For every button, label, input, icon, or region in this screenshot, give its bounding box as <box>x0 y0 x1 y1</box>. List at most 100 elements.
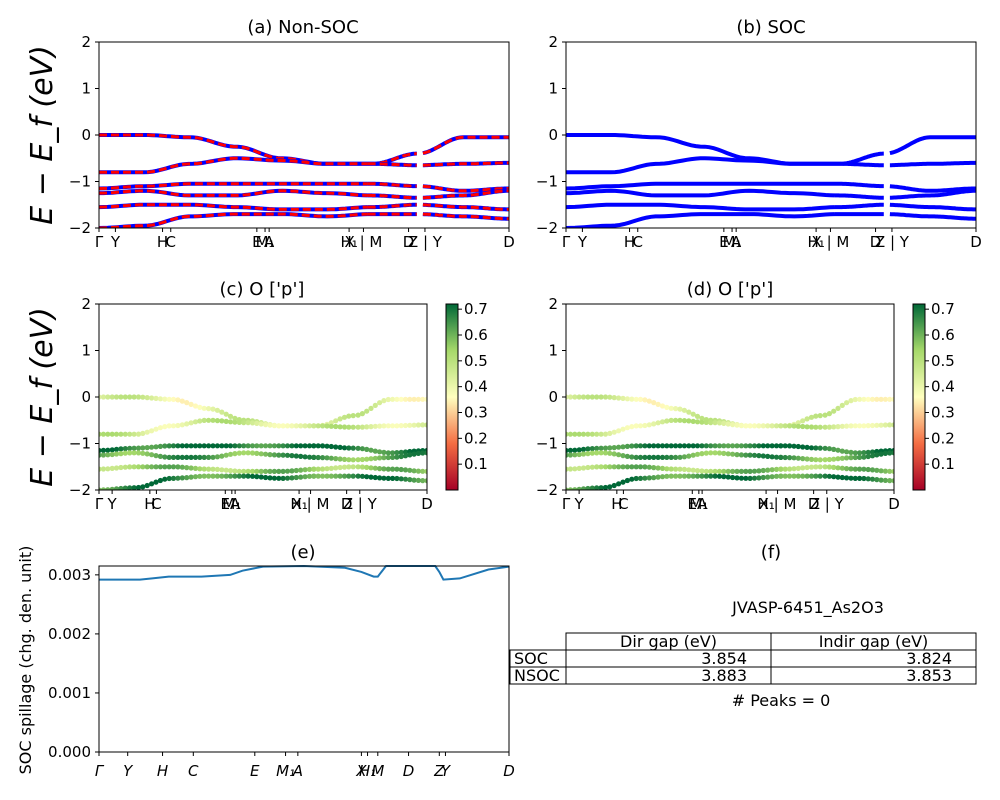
projection-point <box>267 468 273 474</box>
projection-point <box>800 473 806 479</box>
projection-point <box>857 396 863 402</box>
projection-point <box>865 476 871 482</box>
x-tick-label: Y <box>574 495 585 513</box>
projection-point <box>852 454 858 461</box>
projection-point <box>381 455 387 461</box>
x-tick-label: H₁ <box>757 495 774 513</box>
projection-point <box>594 431 600 437</box>
projection-point <box>598 464 604 470</box>
projection-point <box>817 424 823 430</box>
panel-d-title: (d) O ['p'] <box>687 279 773 300</box>
projection-point <box>716 450 723 456</box>
projection-point <box>420 396 426 402</box>
projection-point <box>364 456 370 462</box>
projection-point <box>813 473 819 479</box>
x-tick-label: Γ <box>95 233 104 251</box>
projection-point <box>280 452 286 458</box>
x-tick-label: E <box>221 495 230 513</box>
x-tick-label: Z | Y <box>875 233 910 251</box>
projection-point <box>105 487 111 490</box>
projection-point <box>411 468 417 474</box>
projection-point <box>402 396 409 402</box>
projection-point <box>157 464 163 470</box>
band-5-segment-2-overlay <box>422 212 509 221</box>
colorbar-bar <box>445 303 459 491</box>
projection-point <box>284 423 291 429</box>
projection-point <box>166 464 172 470</box>
band-4-segment-0-overlay <box>99 203 368 211</box>
projection-point <box>390 454 396 460</box>
projection-point <box>201 417 207 423</box>
projection-point <box>795 473 801 479</box>
projection-point <box>105 447 111 453</box>
projection-point <box>210 443 216 449</box>
projection-point <box>795 465 801 471</box>
projection-point <box>267 475 273 481</box>
projection-point <box>105 394 111 400</box>
projection-point <box>651 443 657 449</box>
projection-point <box>576 394 582 400</box>
projection-point <box>760 443 766 449</box>
projection-point <box>368 474 374 480</box>
projection-point <box>359 473 365 479</box>
projection-point <box>236 468 242 474</box>
projection-point <box>232 443 238 449</box>
projection-point <box>214 466 220 472</box>
projection-point <box>320 423 326 429</box>
projection-point <box>624 477 631 484</box>
projection-point <box>324 423 330 429</box>
projection-point <box>355 445 361 451</box>
projection-point <box>105 431 111 437</box>
projection-point <box>751 443 758 449</box>
band-5-segment-0-overlay <box>99 212 368 228</box>
projection-point <box>633 475 639 482</box>
projection-point <box>157 396 163 402</box>
table-value: 3.883 <box>701 666 747 685</box>
band-4-segment-2-overlay <box>422 203 509 211</box>
projection-point <box>241 473 247 479</box>
projection-point <box>800 456 806 462</box>
x-tick-label: C <box>618 495 628 513</box>
projection-point <box>730 468 736 474</box>
projection-point <box>267 452 273 458</box>
projection-point <box>760 423 766 429</box>
projection-point <box>826 464 833 470</box>
projection-point <box>778 454 784 460</box>
projection-point <box>813 445 819 451</box>
projection-point <box>629 396 635 402</box>
projection-point <box>716 443 723 449</box>
projection-point <box>646 443 652 449</box>
panel-e-title: (e) <box>290 542 315 563</box>
projection-point <box>398 453 404 460</box>
projection-point <box>673 473 679 479</box>
projection-point <box>629 424 635 430</box>
projection-points <box>566 394 894 490</box>
projection-point <box>576 451 582 458</box>
projection-point <box>787 473 793 479</box>
projection-point <box>113 394 120 400</box>
projection-point <box>184 465 190 471</box>
projection-point <box>778 473 784 479</box>
x-tick-label: A <box>731 233 742 251</box>
projection-point <box>756 453 762 459</box>
projection-point <box>773 443 780 449</box>
projection-point <box>109 486 115 490</box>
projection-point <box>188 465 194 471</box>
x-tick-label: H <box>157 762 168 780</box>
projection-point <box>411 451 417 457</box>
projection-point <box>882 396 889 402</box>
projection-point <box>236 443 242 449</box>
projection-point <box>280 423 286 429</box>
projection-point <box>677 466 683 472</box>
projection-point <box>99 466 102 472</box>
projection-point <box>214 454 220 460</box>
projection-point <box>223 452 229 458</box>
projection-point <box>826 473 833 479</box>
projection-point <box>769 423 775 429</box>
x-tick-label: X | M <box>292 495 330 513</box>
projection-point <box>756 468 762 474</box>
projection-point <box>773 454 780 460</box>
colorbar-tick-label: 0.5 <box>931 352 955 370</box>
projection-point <box>738 475 745 481</box>
